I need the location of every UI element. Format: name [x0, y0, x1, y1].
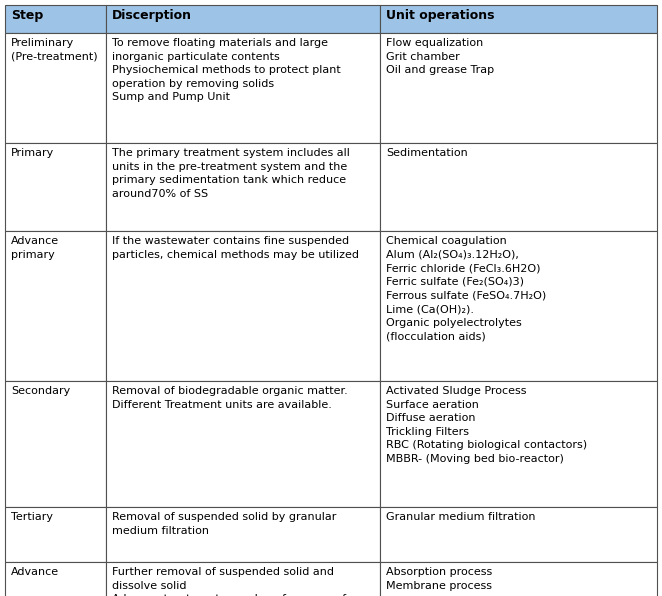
Text: Tertiary: Tertiary	[11, 512, 53, 522]
Bar	[5, 231, 106, 381]
Bar	[106, 33, 380, 143]
Text: Discerption: Discerption	[112, 9, 192, 22]
Bar	[106, 507, 380, 562]
Bar	[380, 562, 657, 596]
Text: Removal of suspended solid by granular
medium filtration: Removal of suspended solid by granular m…	[112, 512, 336, 536]
Text: Activated Sludge Process
Surface aeration
Diffuse aeration
Trickling Filters
RBC: Activated Sludge Process Surface aeratio…	[386, 386, 587, 464]
Text: Removal of biodegradable organic matter.
Different Treatment units are available: Removal of biodegradable organic matter.…	[112, 386, 348, 409]
Bar	[380, 231, 657, 381]
Bar	[5, 143, 106, 231]
Bar	[106, 143, 380, 231]
Text: Advance: Advance	[11, 567, 59, 577]
Bar	[106, 231, 380, 381]
Bar	[5, 33, 106, 143]
Text: Step: Step	[11, 9, 43, 22]
Bar	[380, 5, 657, 33]
Text: Further removal of suspended solid and
dissolve solid
Advance treatments are don: Further removal of suspended solid and d…	[112, 567, 346, 596]
Text: Granular medium filtration: Granular medium filtration	[386, 512, 536, 522]
Text: Sedimentation: Sedimentation	[386, 148, 467, 158]
Bar	[380, 381, 657, 507]
Text: Preliminary
(Pre-treatment): Preliminary (Pre-treatment)	[11, 38, 97, 61]
Text: Unit operations: Unit operations	[386, 9, 495, 22]
Text: If the wastewater contains fine suspended
particles, chemical methods may be uti: If the wastewater contains fine suspende…	[112, 236, 359, 260]
Text: To remove floating materials and large
inorganic particulate contents
Physiochem: To remove floating materials and large i…	[112, 38, 341, 103]
Bar	[5, 381, 106, 507]
Bar	[5, 507, 106, 562]
Text: The primary treatment system includes all
units in the pre-treatment system and : The primary treatment system includes al…	[112, 148, 350, 199]
Bar	[106, 381, 380, 507]
Bar	[380, 143, 657, 231]
Text: Secondary: Secondary	[11, 386, 70, 396]
Text: Primary: Primary	[11, 148, 54, 158]
Text: Flow equalization
Grit chamber
Oil and grease Trap: Flow equalization Grit chamber Oil and g…	[386, 38, 494, 75]
Bar	[380, 33, 657, 143]
Bar	[106, 5, 380, 33]
Text: Advance
primary: Advance primary	[11, 236, 59, 260]
Bar	[5, 5, 106, 33]
Text: Absorption process
Membrane process: Absorption process Membrane process	[386, 567, 492, 591]
Bar	[380, 507, 657, 562]
Text: Chemical coagulation
Alum (Al₂(SO₄)₃.12H₂O),
Ferric chloride (FeCl₃.6H2O)
Ferric: Chemical coagulation Alum (Al₂(SO₄)₃.12H…	[386, 236, 546, 341]
Bar	[5, 562, 106, 596]
Bar	[106, 562, 380, 596]
